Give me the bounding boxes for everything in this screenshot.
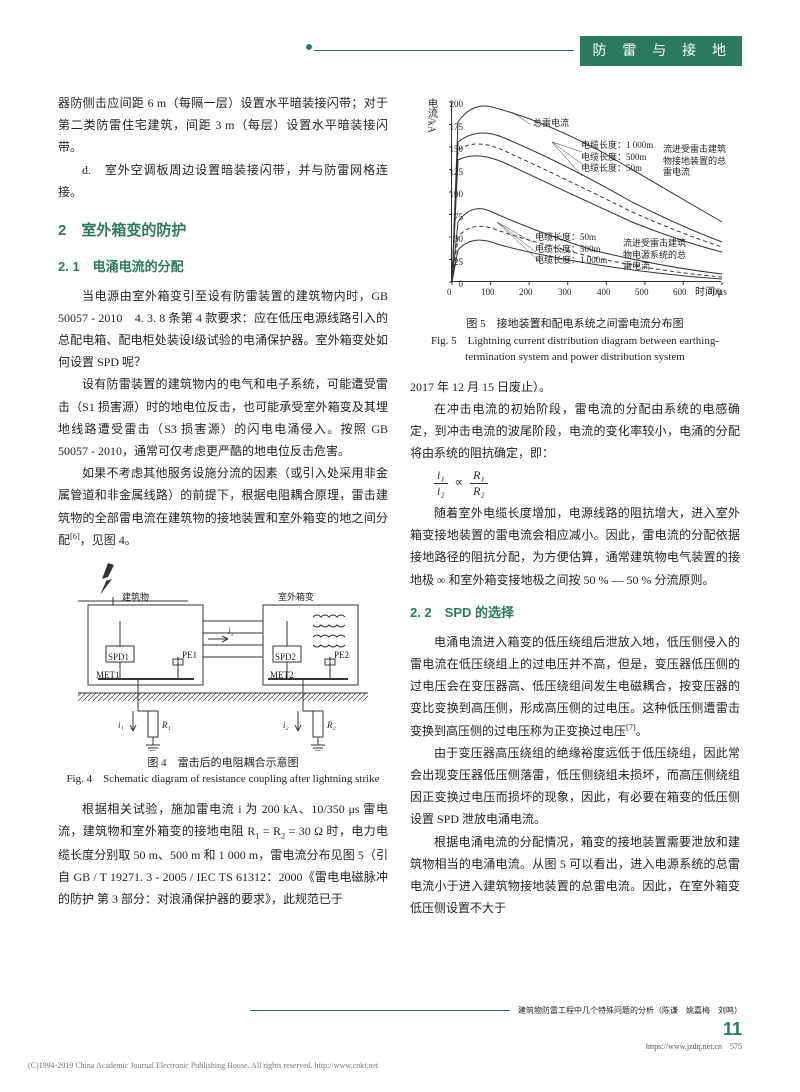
ref: [7]	[626, 723, 636, 732]
label-r2: R₂	[327, 717, 336, 734]
para: 如果不考虑其他服务设施分流的因素（或引入处采用非金属管道和非金属线路）的前提下，…	[58, 462, 388, 551]
ytick: 50	[433, 231, 463, 248]
anno-c3: 电缆长度：50m	[581, 163, 653, 175]
heading-2: 2 室外箱变的防护	[58, 217, 388, 245]
text: 。	[636, 724, 648, 738]
para: d. 室外空调板周边设置暗装接闪带，并与防雷网格连接。	[58, 159, 388, 203]
fig5-caption-en: Fig. 5 Lightning current distribution di…	[410, 333, 740, 366]
copyright: (C)1994-2019 China Academic Journal Elec…	[28, 1059, 378, 1074]
label-pe2: PE2	[334, 647, 349, 664]
label-i2: i₂	[283, 717, 289, 734]
ytick: 150	[433, 141, 463, 158]
ytick: 75	[433, 209, 463, 226]
xtick: 600	[673, 284, 687, 301]
anno-total: 总雷电流	[533, 118, 569, 130]
chart-xlabel: 时间/μs	[695, 284, 727, 303]
xtick: 200	[519, 284, 533, 301]
label-r1: R₁	[162, 717, 171, 734]
anno-r2: 流进受雷击建筑物电源系统的总雷电流	[623, 238, 693, 273]
num: R₁	[470, 468, 488, 483]
para: 器防侧击应间距 6 m（每隔一层）设置水平暗装接闪带；对于第二类防雷住宅建筑，间…	[58, 92, 388, 159]
ref: [6]	[70, 532, 80, 541]
label-i2a: i₂	[228, 623, 234, 640]
page-number-secondary: 575	[730, 1042, 742, 1051]
xtick: 300	[558, 284, 572, 301]
right-column: 电流/kA	[410, 92, 740, 919]
label-pe1: PE1	[182, 647, 197, 664]
num: i₁	[434, 468, 448, 483]
para: 当电源由室外箱变引至设有防雷装置的建筑物内时，GB 50057 - 2010 4…	[58, 285, 388, 374]
xtick: 400	[597, 284, 611, 301]
ytick: 125	[433, 164, 463, 181]
frac-right: R₁ R₂	[470, 468, 488, 498]
anno-c2: 电缆长度：500m	[581, 152, 653, 164]
figure-5-chart: 电流/kA	[415, 92, 735, 312]
xtick: 500	[635, 284, 649, 301]
fig4-caption: 图 4 雷击后的电阻耦合示意图 Fig. 4 Schematic diagram…	[58, 755, 388, 788]
label-spd1: SPD1	[108, 649, 129, 666]
section-header: 防 雷 与 接 地	[314, 36, 742, 66]
page-content: 器防侧击应间距 6 m（每隔一层）设置水平暗装接闪带；对于第二类防雷住宅建筑，间…	[0, 0, 800, 949]
xtick: 0	[447, 284, 452, 301]
para: 根据相关试验，施加雷电流 i 为 200 kA、10/350 μs 雷电流，建筑…	[58, 798, 388, 911]
den: R₂	[470, 484, 488, 498]
heading-3: 2. 2 SPD 的选择	[410, 601, 740, 625]
anno-r1: 流进受雷击建筑物接地装置的总雷电流	[663, 144, 733, 179]
xtick: 100	[481, 284, 495, 301]
section-title: 防 雷 与 接 地	[580, 36, 742, 66]
label-box: 室外箱变	[278, 589, 314, 606]
anno-c5: 电缆长度：500m	[535, 244, 607, 256]
para: 电涌电流进入箱变的低压绕组后泄放入地，低压侧侵入的雷电流在低压绕组上的过电压并不…	[410, 631, 740, 742]
text: 电涌电流进入箱变的低压绕组后泄放入地，低压侧侵入的雷电流在低压绕组上的过电压并不…	[410, 635, 740, 738]
frac-left: i₁ i₂	[434, 468, 448, 498]
anno-c4: 电缆长度：50m	[535, 232, 607, 244]
figure-4-diagram: 建筑物 室外箱变 SPD1 SPD2 MET1 MET2 PE1 PE2 i₂ …	[78, 561, 368, 751]
anno: 电缆长度：1 000m 电缆长度：500m 电缆长度：50m	[581, 140, 653, 175]
heading-3: 2. 1 电涌电流的分配	[58, 255, 388, 279]
anno-c1: 电缆长度：1 000m	[581, 140, 653, 152]
para: 根据电涌电流的分配情况，箱变的接地装置需要泄放和建筑物相当的电涌电流。从图 5 …	[410, 831, 740, 920]
para: 2017 年 12 月 15 日废止）。	[410, 376, 740, 398]
label-met2: MET2	[270, 667, 294, 684]
footer-right: 建筑物防雷工程中几个特殊问题的分析（陈谦 姚嘉梅 刘鸣） 11 https://…	[250, 1006, 742, 1052]
footer-url: https://www.jzdq.net.cn 575	[250, 1042, 742, 1052]
para: 在冲击电流的初始阶段，雷电流的分配由系统的电感确定，到冲击电流的波尾阶段，电流的…	[410, 398, 740, 465]
label-spd2: SPD2	[275, 649, 296, 666]
header-line	[314, 50, 574, 51]
footer-article-title: 建筑物防雷工程中几个特殊问题的分析（陈谦 姚嘉梅 刘鸣）	[250, 1006, 742, 1016]
para: 设有防雷装置的建筑物内的电气和电子系统，可能遭受雷击（S1 损害源）时的地电位反…	[58, 373, 388, 462]
label-building: 建筑物	[122, 589, 149, 606]
den: i₂	[434, 484, 448, 498]
ytick: 175	[433, 119, 463, 136]
ytick: 200	[433, 96, 463, 113]
label-met1: MET1	[96, 667, 120, 684]
prop: ∝	[451, 475, 468, 489]
fig4-caption-en: Fig. 4 Schematic diagram of resistance c…	[58, 771, 388, 788]
page-number-primary: 11	[723, 1019, 742, 1039]
text: ，见图 4。	[80, 533, 137, 547]
ytick: 100	[433, 186, 463, 203]
para: 随着室外电缆长度增加，电源线路的阻抗增大，进入室外箱变接地装置的雷电流会相应减小…	[410, 502, 740, 591]
ytick: 25	[433, 254, 463, 271]
fig5-caption-cn: 图 5 接地装置和配电系统之间雷电流分布图	[410, 316, 740, 333]
formula: i₁ i₂ ∝ R₁ R₂	[410, 468, 740, 498]
anno: 电缆长度：50m 电缆长度：500m 电缆长度：1 000m	[535, 232, 607, 267]
para: 由于变压器高压绕组的绝缘裕度远低于低压绕组，因此常会出现变压器低压侧落雷，低压侧…	[410, 742, 740, 831]
left-column: 器防侧击应间距 6 m（每隔一层）设置水平暗装接闪带；对于第二类防雷住宅建筑，间…	[58, 92, 388, 919]
fig5-caption: 图 5 接地装置和配电系统之间雷电流分布图 Fig. 5 Lightning c…	[410, 316, 740, 366]
text: = R	[259, 824, 281, 838]
label-i1: i₁	[118, 717, 124, 734]
fig4-caption-cn: 图 4 雷击后的电阻耦合示意图	[58, 755, 388, 772]
anno-c6: 电缆长度：1 000m	[535, 255, 607, 267]
